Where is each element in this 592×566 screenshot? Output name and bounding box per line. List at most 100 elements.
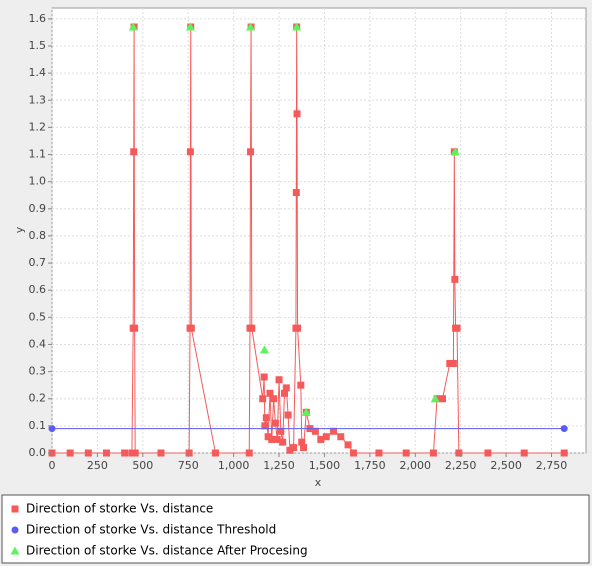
point [264, 433, 272, 441]
point [245, 449, 253, 457]
y-tick-label: 0.3 [29, 365, 47, 378]
legend [1, 494, 590, 564]
point [429, 449, 437, 457]
y-tick-label: 0.7 [29, 256, 47, 269]
x-tick-label: 1,250 [263, 459, 295, 472]
y-tick-label: 1.0 [29, 175, 47, 188]
point [344, 441, 352, 449]
x-tick-label: 2,750 [536, 459, 568, 472]
x-tick-label: 1,750 [354, 459, 386, 472]
series-layer [48, 22, 568, 457]
point [128, 22, 138, 31]
y-axis-label: y [13, 226, 26, 233]
point [297, 381, 305, 389]
point [300, 444, 308, 452]
point [259, 395, 267, 403]
point [84, 449, 92, 457]
point [439, 395, 447, 403]
point [520, 449, 528, 457]
point [121, 449, 129, 457]
point [311, 427, 319, 435]
point [317, 435, 325, 443]
point [450, 147, 460, 156]
point [130, 148, 138, 156]
x-axis-label: x [315, 476, 322, 489]
x-tick-label: 750 [178, 459, 199, 472]
point [337, 433, 345, 441]
point [266, 389, 274, 397]
x-tick-label: 2,000 [400, 459, 432, 472]
point [48, 425, 56, 433]
y-tick-label: 1.1 [29, 148, 47, 161]
point [131, 449, 139, 457]
point [350, 449, 358, 457]
legend-marker [11, 505, 19, 513]
point [246, 22, 256, 31]
point [292, 22, 302, 31]
legend-label: Direction of storke Vs. distance [26, 502, 213, 516]
point [271, 419, 279, 427]
y-tick-label: 0.9 [29, 202, 47, 215]
legend-label: Direction of storke Vs. distance After P… [26, 544, 308, 558]
point [455, 449, 463, 457]
point [375, 449, 383, 457]
y-tick-label: 1.3 [29, 93, 47, 106]
y-tick-label: 0.2 [29, 392, 47, 405]
point [273, 435, 281, 443]
point [66, 449, 74, 457]
point [286, 446, 294, 454]
point [186, 148, 194, 156]
point [294, 324, 302, 332]
point [248, 324, 256, 332]
point [157, 449, 165, 457]
point [446, 359, 454, 367]
point [260, 345, 270, 354]
point [430, 394, 440, 403]
point [330, 427, 338, 435]
point [282, 384, 290, 392]
point [187, 324, 195, 332]
point [270, 395, 278, 403]
point [301, 407, 311, 416]
legend-label: Direction of storke Vs. distance Thresho… [26, 523, 276, 537]
point [277, 427, 285, 435]
y-tick-label: 1.4 [29, 66, 47, 79]
point [185, 449, 193, 457]
x-tick-label: 250 [87, 459, 108, 472]
y-tick-label: 1.6 [29, 12, 47, 25]
y-tick-label: 0.6 [29, 283, 47, 296]
point [560, 449, 568, 457]
legend-marker [10, 546, 20, 555]
y-tick-label: 0.4 [29, 337, 47, 350]
point [102, 449, 110, 457]
point [292, 189, 300, 197]
point [262, 414, 270, 422]
point [484, 449, 492, 457]
point [275, 376, 283, 384]
point [451, 275, 459, 283]
point [261, 422, 269, 430]
point [322, 433, 330, 441]
point [131, 324, 139, 332]
point [298, 438, 306, 446]
point [293, 110, 301, 118]
plot-area [51, 7, 587, 454]
point [402, 449, 410, 457]
point [279, 438, 287, 446]
x-tick-label: 1,500 [309, 459, 341, 472]
y-tick-label: 0.8 [29, 229, 47, 242]
point [260, 373, 268, 381]
y-tick-label: 1.2 [29, 120, 47, 133]
y-tick-label: 0.0 [29, 446, 47, 459]
x-tick-label: 2,500 [490, 459, 522, 472]
point [449, 359, 457, 367]
point [268, 435, 276, 443]
x-tick-label: 500 [132, 459, 153, 472]
point [284, 411, 292, 419]
point [185, 22, 195, 31]
y-tick-label: 0.1 [29, 419, 47, 432]
x-tick-label: 0 [49, 459, 56, 472]
point [453, 324, 461, 332]
point [290, 444, 298, 452]
